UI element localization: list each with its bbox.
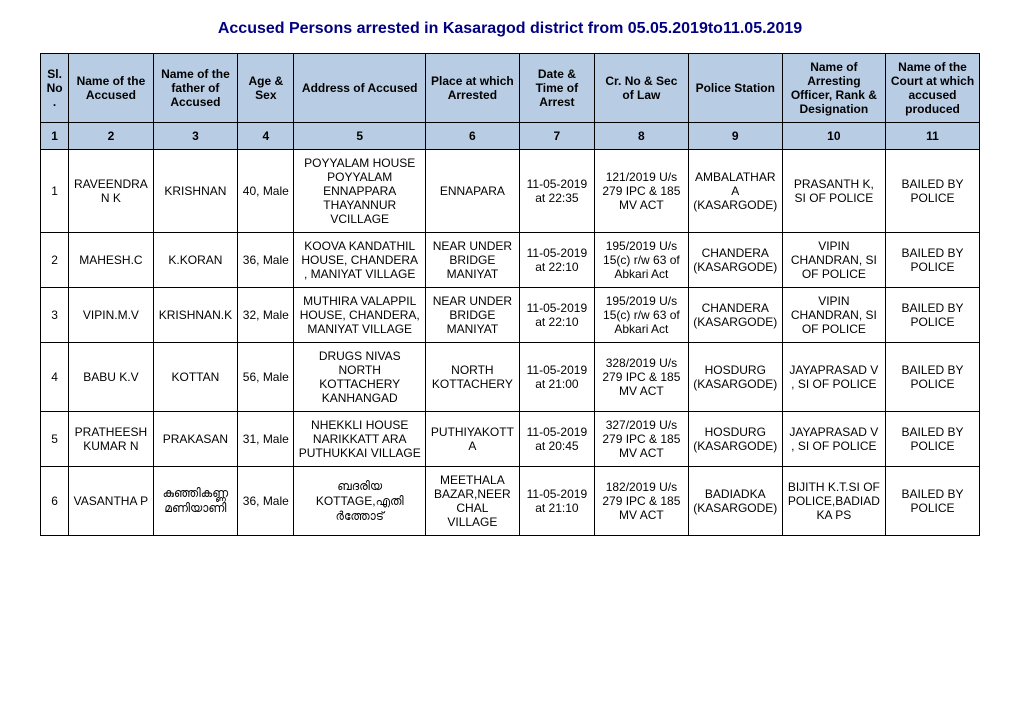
cell-place: PUTHIYAKOTTA	[425, 412, 519, 467]
cell-name: BABU K.V	[69, 343, 154, 412]
table-row: 2MAHESH.CK.KORAN36, MaleKOOVA KANDATHIL …	[41, 233, 980, 288]
table-row: 3VIPIN.M.VKRISHNAN.K32, MaleMUTHIRA VALA…	[41, 288, 980, 343]
cell-station: CHANDERA (KASARGODE)	[688, 233, 782, 288]
header-court: Name of the Court at which accused produ…	[886, 54, 980, 123]
num-cell: 2	[69, 123, 154, 150]
cell-station: HOSDURG (KASARGODE)	[688, 412, 782, 467]
cell-court: BAILED BY POLICE	[886, 288, 980, 343]
header-sl: Sl. No.	[41, 54, 69, 123]
table-row: 5PRATHEESHKUMAR NPRAKASAN31, MaleNHEKKLI…	[41, 412, 980, 467]
cell-officer: VIPIN CHANDRAN, SI OF POLICE	[782, 288, 885, 343]
cell-sl: 6	[41, 467, 69, 536]
header-place: Place at which Arrested	[425, 54, 519, 123]
num-cell: 10	[782, 123, 885, 150]
cell-cr: 327/2019 U/s 279 IPC & 185 MV ACT	[594, 412, 688, 467]
cell-age: 36, Male	[238, 467, 294, 536]
cell-age: 31, Male	[238, 412, 294, 467]
cell-sl: 2	[41, 233, 69, 288]
header-age: Age & Sex	[238, 54, 294, 123]
arrest-table: Sl. No. Name of the Accused Name of the …	[40, 53, 980, 536]
cell-officer: PRASANTH K, SI OF POLICE	[782, 150, 885, 233]
cell-father: K.KORAN	[153, 233, 238, 288]
cell-sl: 4	[41, 343, 69, 412]
header-name: Name of the Accused	[69, 54, 154, 123]
cell-name: RAVEENDRAN K	[69, 150, 154, 233]
cell-name: VIPIN.M.V	[69, 288, 154, 343]
table-row: 4BABU K.VKOTTAN56, MaleDRUGS NIVAS NORTH…	[41, 343, 980, 412]
cell-court: BAILED BY POLICE	[886, 343, 980, 412]
page-title: Accused Persons arrested in Kasaragod di…	[40, 20, 980, 38]
cell-date: 11-05-2019 at 22:10	[519, 288, 594, 343]
cell-officer: JAYAPRASAD V , SI OF POLICE	[782, 343, 885, 412]
num-cell: 3	[153, 123, 238, 150]
cell-place: MEETHALA BAZAR,NEERCHAL VILLAGE	[425, 467, 519, 536]
cell-father: കുഞ്ഞികണ്ണ മണിയാണി	[153, 467, 238, 536]
cell-sl: 1	[41, 150, 69, 233]
cell-date: 11-05-2019 at 21:00	[519, 343, 594, 412]
cell-name: VASANTHA P	[69, 467, 154, 536]
cell-name: MAHESH.C	[69, 233, 154, 288]
cell-age: 40, Male	[238, 150, 294, 233]
cell-station: CHANDERA (KASARGODE)	[688, 288, 782, 343]
cell-name: PRATHEESHKUMAR N	[69, 412, 154, 467]
cell-father: KRISHNAN.K	[153, 288, 238, 343]
cell-address: NHEKKLI HOUSE NARIKKATT ARA PUTHUKKAI VI…	[294, 412, 425, 467]
cell-station: AMBALATHARA (KASARGODE)	[688, 150, 782, 233]
num-cell: 4	[238, 123, 294, 150]
cell-place: NORTH KOTTACHERY	[425, 343, 519, 412]
cell-place: NEAR UNDER BRIDGE MANIYAT	[425, 288, 519, 343]
cell-address: KOOVA KANDATHIL HOUSE, CHANDERA , MANIYA…	[294, 233, 425, 288]
cell-father: KOTTAN	[153, 343, 238, 412]
num-cell: 11	[886, 123, 980, 150]
cell-officer: JAYAPRASAD V , SI OF POLICE	[782, 412, 885, 467]
header-father: Name of the father of Accused	[153, 54, 238, 123]
num-cell: 1	[41, 123, 69, 150]
cell-sl: 5	[41, 412, 69, 467]
cell-court: BAILED BY POLICE	[886, 150, 980, 233]
cell-officer: VIPIN CHANDRAN, SI OF POLICE	[782, 233, 885, 288]
header-row: Sl. No. Name of the Accused Name of the …	[41, 54, 980, 123]
cell-cr: 182/2019 U/s 279 IPC & 185 MV ACT	[594, 467, 688, 536]
cell-age: 32, Male	[238, 288, 294, 343]
cell-date: 11-05-2019 at 20:45	[519, 412, 594, 467]
cell-cr: 328/2019 U/s 279 IPC & 185 MV ACT	[594, 343, 688, 412]
table-row: 6VASANTHA Pകുഞ്ഞികണ്ണ മണിയാണി36, Maleബദര…	[41, 467, 980, 536]
header-cr: Cr. No & Sec of Law	[594, 54, 688, 123]
num-cell: 6	[425, 123, 519, 150]
cell-age: 56, Male	[238, 343, 294, 412]
cell-officer: BIJITH K.T.SI OF POLICE,BADIADKA PS	[782, 467, 885, 536]
cell-date: 11-05-2019 at 22:10	[519, 233, 594, 288]
table-row: 1RAVEENDRAN KKRISHNAN40, MalePOYYALAM HO…	[41, 150, 980, 233]
header-officer: Name of Arresting Officer, Rank & Design…	[782, 54, 885, 123]
cell-sl: 3	[41, 288, 69, 343]
cell-court: BAILED BY POLICE	[886, 412, 980, 467]
cell-address: DRUGS NIVAS NORTH KOTTACHERY KANHANGAD	[294, 343, 425, 412]
cell-address: ബദരിയ KOTTAGE,എതി ർത്തോട്	[294, 467, 425, 536]
cell-cr: 195/2019 U/s 15(c) r/w 63 of Abkari Act	[594, 233, 688, 288]
cell-address: POYYALAM HOUSE POYYALAM ENNAPPARA THAYAN…	[294, 150, 425, 233]
cell-date: 11-05-2019 at 22:35	[519, 150, 594, 233]
cell-place: NEAR UNDER BRIDGE MANIYAT	[425, 233, 519, 288]
cell-father: KRISHNAN	[153, 150, 238, 233]
cell-station: BADIADKA (KASARGODE)	[688, 467, 782, 536]
cell-date: 11-05-2019 at 21:10	[519, 467, 594, 536]
cell-court: BAILED BY POLICE	[886, 233, 980, 288]
cell-station: HOSDURG (KASARGODE)	[688, 343, 782, 412]
header-station: Police Station	[688, 54, 782, 123]
num-cell: 5	[294, 123, 425, 150]
cell-address: MUTHIRA VALAPPIL HOUSE, CHANDERA, MANIYA…	[294, 288, 425, 343]
cell-father: PRAKASAN	[153, 412, 238, 467]
cell-place: ENNAPARA	[425, 150, 519, 233]
cell-court: BAILED BY POLICE	[886, 467, 980, 536]
header-address: Address of Accused	[294, 54, 425, 123]
num-cell: 9	[688, 123, 782, 150]
num-cell: 8	[594, 123, 688, 150]
header-date: Date & Time of Arrest	[519, 54, 594, 123]
cell-cr: 121/2019 U/s 279 IPC & 185 MV ACT	[594, 150, 688, 233]
number-row: 1 2 3 4 5 6 7 8 9 10 11	[41, 123, 980, 150]
cell-age: 36, Male	[238, 233, 294, 288]
cell-cr: 195/2019 U/s 15(c) r/w 63 of Abkari Act	[594, 288, 688, 343]
num-cell: 7	[519, 123, 594, 150]
